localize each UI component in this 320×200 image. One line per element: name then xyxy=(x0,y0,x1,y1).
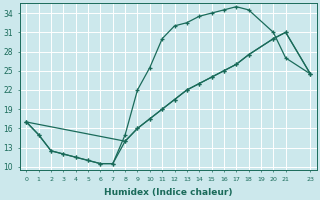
X-axis label: Humidex (Indice chaleur): Humidex (Indice chaleur) xyxy=(104,188,233,197)
